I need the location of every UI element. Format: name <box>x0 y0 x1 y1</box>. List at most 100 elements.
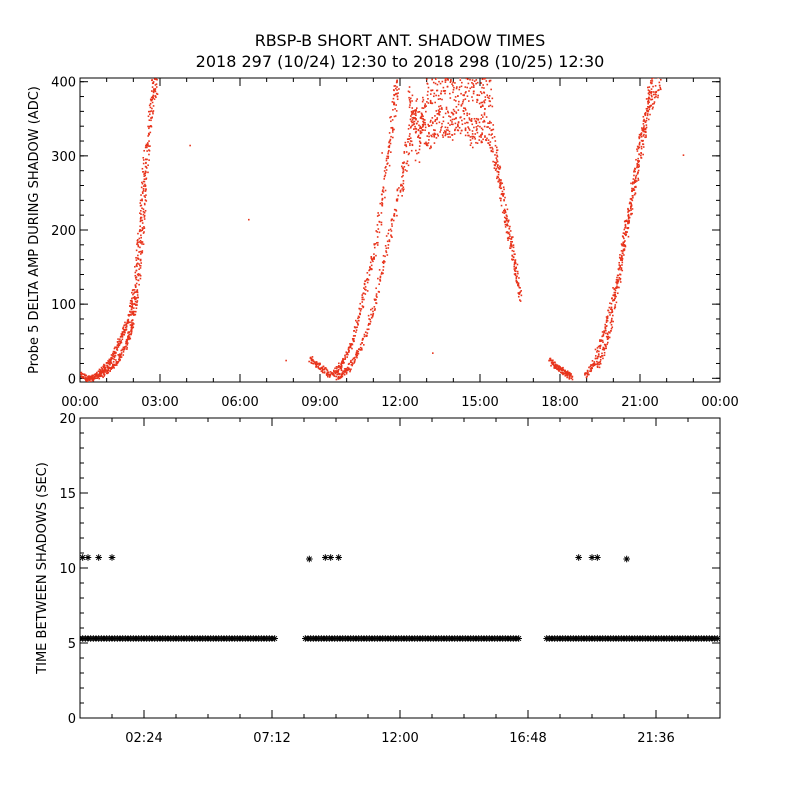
data-point <box>659 86 662 89</box>
data-points <box>80 554 720 642</box>
data-point <box>491 105 494 108</box>
data-point <box>408 98 411 101</box>
data-point <box>346 369 348 372</box>
data-point <box>585 376 588 379</box>
data-point <box>657 78 660 79</box>
data-point <box>606 317 608 320</box>
data-point <box>156 93 159 95</box>
data-point <box>357 319 360 322</box>
data-point <box>437 135 440 137</box>
data-point <box>560 369 563 372</box>
data-point <box>640 133 642 135</box>
data-point <box>662 67 664 69</box>
data-point <box>517 295 520 298</box>
data-point <box>154 66 156 68</box>
data-point <box>596 360 598 363</box>
data-point <box>130 320 133 322</box>
data-point <box>146 142 149 144</box>
data-point <box>388 239 391 241</box>
data-point <box>431 135 433 138</box>
data-point <box>141 251 144 254</box>
data-point <box>618 261 621 264</box>
data-point <box>495 163 497 165</box>
data-point <box>445 129 448 131</box>
data-point <box>131 322 133 324</box>
data-point <box>156 72 158 74</box>
data-point <box>94 377 97 380</box>
data-point <box>385 247 388 250</box>
data-point <box>405 145 408 148</box>
data-point <box>425 105 427 107</box>
data-point <box>418 124 420 127</box>
data-point <box>355 353 357 356</box>
data-point <box>630 204 633 206</box>
data-point <box>434 115 436 117</box>
data-point <box>150 117 152 119</box>
data-point <box>640 133 643 136</box>
data-point <box>483 78 485 80</box>
data-point <box>149 98 152 101</box>
data-point <box>146 144 149 147</box>
data-point <box>409 118 412 121</box>
data-point <box>410 120 413 123</box>
data-point <box>139 220 142 223</box>
data-point <box>454 129 456 132</box>
data-point <box>402 182 405 185</box>
data-point <box>151 107 153 110</box>
data-point <box>605 335 608 338</box>
data-point <box>423 118 425 121</box>
data-point <box>378 220 381 223</box>
data-point <box>401 162 404 164</box>
data-point <box>390 230 393 232</box>
data-point <box>514 272 517 275</box>
data-point <box>408 138 411 140</box>
data-point <box>436 112 439 115</box>
data-point <box>409 97 412 100</box>
data-point <box>481 101 484 104</box>
data-point <box>614 304 617 306</box>
data-point <box>133 296 136 298</box>
data-point <box>312 360 315 362</box>
data-point <box>148 119 151 122</box>
data-point <box>596 365 599 367</box>
data-point <box>359 302 362 305</box>
data-point <box>624 224 627 227</box>
data-point <box>420 131 423 134</box>
data-point <box>112 350 115 353</box>
data-point <box>610 308 612 310</box>
data-point <box>119 340 121 343</box>
data-point <box>609 314 611 316</box>
data-point <box>385 159 388 162</box>
data-point <box>446 133 449 136</box>
data-point <box>108 554 116 561</box>
data-point <box>511 241 514 243</box>
data-point <box>118 358 120 361</box>
data-point <box>148 159 150 161</box>
data-point <box>456 123 459 126</box>
data-point <box>370 317 373 319</box>
data-point <box>383 260 385 262</box>
data-point <box>114 364 117 366</box>
data-point <box>469 136 472 138</box>
data-point <box>391 225 393 227</box>
data-point <box>349 343 351 345</box>
data-point <box>648 91 651 94</box>
data-point <box>155 61 157 63</box>
data-point <box>375 254 377 257</box>
data-point <box>595 363 597 366</box>
data-point <box>431 78 433 81</box>
data-point <box>488 97 490 100</box>
data-point <box>310 359 313 362</box>
data-point <box>621 252 624 254</box>
data-point <box>326 371 329 374</box>
asterisk-stroke <box>85 554 91 561</box>
data-point <box>627 214 629 217</box>
data-point <box>406 170 408 172</box>
data-point <box>648 96 650 99</box>
data-point <box>612 314 614 317</box>
data-point <box>623 245 625 247</box>
data-point <box>475 141 477 144</box>
data-point <box>432 133 434 136</box>
data-point <box>140 219 142 222</box>
data-point <box>471 146 474 149</box>
